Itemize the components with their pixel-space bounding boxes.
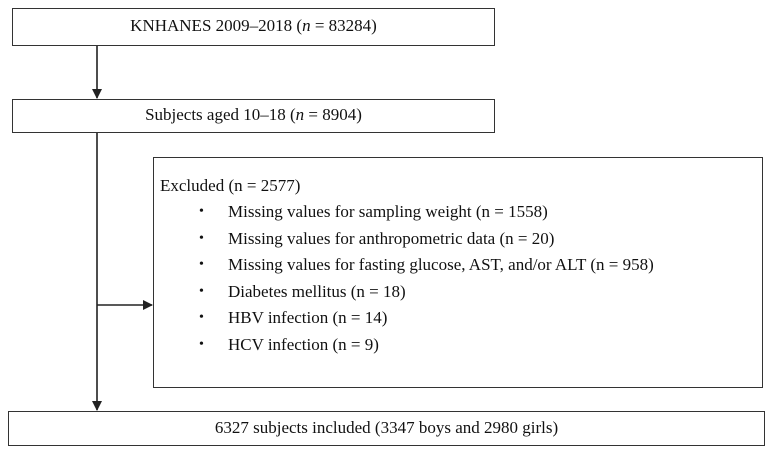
excluded-title: Excluded (n = 2577) bbox=[160, 176, 301, 195]
bullet-icon: • bbox=[199, 336, 204, 352]
source-box: KNHANES 2009–2018 (n = 83284) bbox=[12, 8, 495, 46]
excluded-item-text: Diabetes mellitus (n = 18) bbox=[228, 281, 406, 301]
aged-subjects-box: Subjects aged 10–18 (n = 8904) bbox=[12, 99, 495, 133]
included-label: 6327 subjects included (3347 boys and 29… bbox=[214, 418, 559, 437]
bullet-icon: • bbox=[199, 310, 204, 325]
excluded-box: Excluded (n = 2577) • Missing values for … bbox=[153, 157, 763, 388]
bullet-icon: • bbox=[199, 257, 204, 272]
source-label: KNHANES 2009–2018 (n = 83284) bbox=[130, 16, 377, 35]
excluded-item-text: HCV infection (n = 9) bbox=[228, 334, 379, 354]
excluded-item-text: HBV infection (n = 14) bbox=[228, 308, 388, 327]
excluded-item-text: Missing values for sampling weight (n = … bbox=[228, 202, 548, 221]
aged-subjects-label: Subjects aged 10–18 (n = 8904) bbox=[145, 105, 362, 124]
excluded-item-text: Missing values for fasting glucose, AST,… bbox=[228, 255, 654, 274]
bullet-icon: • bbox=[199, 230, 204, 246]
excluded-item-text: Missing values for anthropometric data (… bbox=[228, 228, 555, 248]
bullet-icon: • bbox=[199, 283, 204, 299]
included-box: 6327 subjects included (3347 boys and 29… bbox=[8, 411, 765, 446]
bullet-icon: • bbox=[199, 204, 204, 219]
